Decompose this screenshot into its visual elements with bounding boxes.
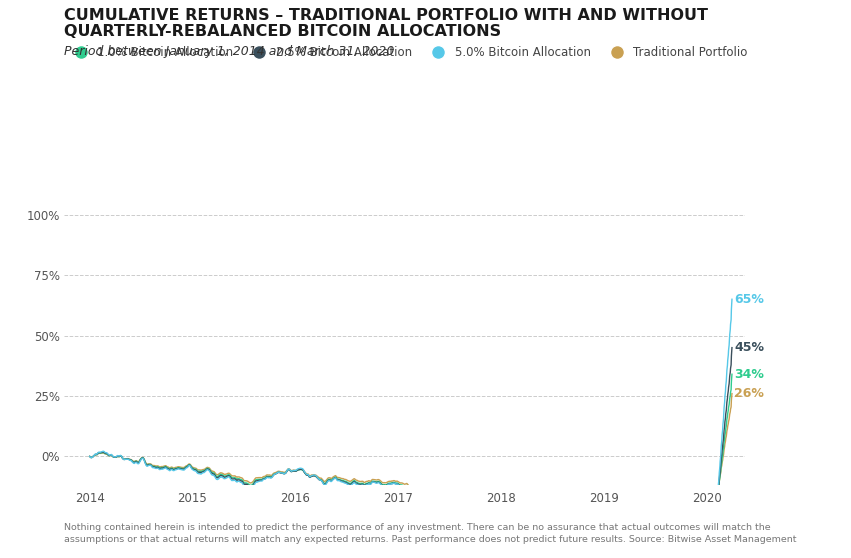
Legend: 1.0% Bitcoin Allocation, 2.5% Bitcoin Allocation, 5.0% Bitcoin Allocation, Tradi: 1.0% Bitcoin Allocation, 2.5% Bitcoin Al…: [69, 46, 747, 59]
Text: QUARTERLY-REBALANCED BITCOIN ALLOCATIONS: QUARTERLY-REBALANCED BITCOIN ALLOCATIONS: [64, 24, 501, 39]
Text: 45%: 45%: [734, 341, 764, 354]
Text: Nothing contained herein is intended to predict the performance of any investmen: Nothing contained herein is intended to …: [64, 522, 797, 544]
Text: 34%: 34%: [734, 368, 764, 381]
Text: 65%: 65%: [734, 293, 764, 306]
Text: CUMULATIVE RETURNS – TRADITIONAL PORTFOLIO WITH AND WITHOUT: CUMULATIVE RETURNS – TRADITIONAL PORTFOL…: [64, 8, 708, 23]
Text: 26%: 26%: [734, 387, 764, 400]
Text: Period between January 1, 2014 and March 31, 2020: Period between January 1, 2014 and March…: [64, 45, 394, 57]
